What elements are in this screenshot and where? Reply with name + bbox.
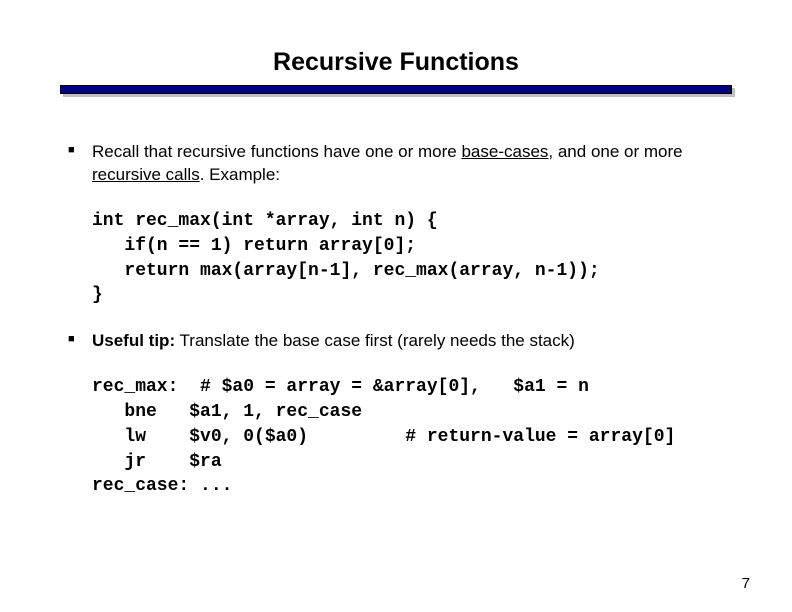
title-rule xyxy=(60,85,732,97)
underlined-term: base-cases xyxy=(461,142,548,161)
page-number: 7 xyxy=(742,575,750,592)
underlined-term: recursive calls xyxy=(92,165,200,184)
title-wrap: Recursive Functions xyxy=(60,48,732,77)
text-fragment: Translate the base case first (rarely ne… xyxy=(175,331,575,350)
bold-label: Useful tip: xyxy=(92,331,175,350)
bullet-item: Useful tip: Translate the base case firs… xyxy=(68,330,732,499)
code-block-c: int rec_max(int *array, int n) { if(n ==… xyxy=(92,209,732,308)
slide-title: Recursive Functions xyxy=(273,48,519,77)
text-fragment: Recall that recursive functions have one… xyxy=(92,142,461,161)
code-block-asm: rec_max: # $a0 = array = &array[0], $a1 … xyxy=(92,375,732,499)
bullet-list: Recall that recursive functions have one… xyxy=(60,141,732,499)
bullet-item: Recall that recursive functions have one… xyxy=(68,141,732,308)
text-fragment: . Example: xyxy=(200,165,280,184)
slide: Recursive Functions Recall that recursiv… xyxy=(0,0,792,612)
bullet-text: Recall that recursive functions have one… xyxy=(92,142,683,184)
rule-fill xyxy=(61,86,731,93)
bullet-text: Useful tip: Translate the base case firs… xyxy=(92,331,575,350)
text-fragment: , and one or more xyxy=(548,142,682,161)
